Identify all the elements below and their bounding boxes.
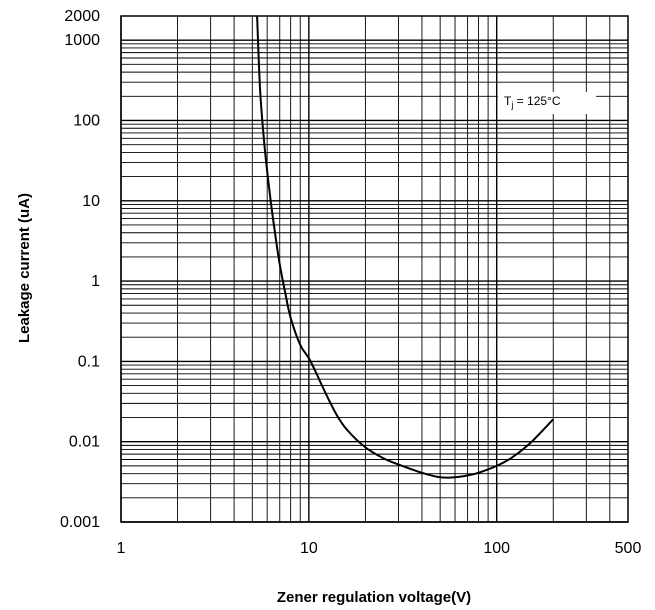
y-tick-label: 0.01 (69, 434, 100, 451)
y-tick-label: 100 (73, 112, 100, 129)
temperature-annotation: Tj = 125°C (498, 92, 596, 114)
y-tick-label: 1 (91, 273, 100, 290)
tick-labels: 1 10 100 500 0.001 0.01 0.1 1 10 100 1000 2000 (60, 8, 641, 557)
y-tick-label: 2000 (64, 8, 100, 25)
x-tick-label: 1 (117, 540, 126, 557)
series-curve (256, 15, 554, 479)
plot-frame (120, 15, 629, 523)
y-tick-label: 0.1 (78, 353, 100, 370)
annotation-text: Tj = 125°C (504, 94, 561, 110)
x-tick-label: 500 (615, 540, 642, 557)
y-axis-title: Leakage current (uA) (16, 193, 33, 343)
x-tick-label: 100 (483, 540, 510, 557)
y-tick-label: 0.001 (60, 514, 100, 531)
x-axis-title: Zener regulation voltage(V) (277, 589, 471, 606)
x-tick-label: 10 (300, 540, 318, 557)
y-tick-label: 10 (82, 193, 100, 210)
y-tick-label: 1000 (64, 32, 100, 49)
grid (120, 15, 629, 523)
